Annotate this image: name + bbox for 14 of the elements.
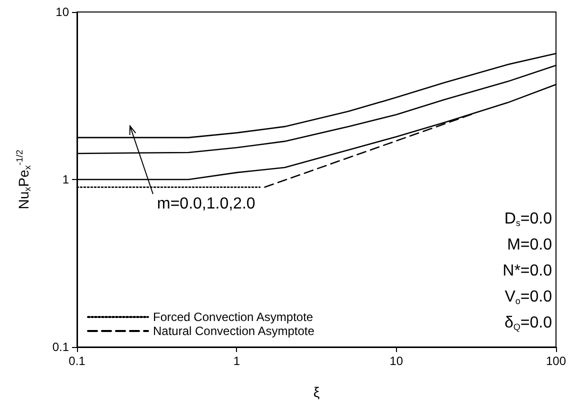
annotation: M=0.0 (507, 236, 552, 254)
legend-label: Forced Convection Asymptote (153, 310, 314, 324)
legend-label: Natural Convection Asymptote (153, 324, 315, 338)
y-tick-label: 10 (56, 5, 70, 19)
annotation: m=0.0,1.0,2.0 (157, 196, 256, 212)
y-tick-label: 1 (62, 172, 70, 186)
x-axis-title: ξ (313, 384, 320, 400)
x-tick-label: 0.1 (68, 354, 86, 368)
y-tick-label: 0.1 (52, 340, 70, 354)
x-tick-label: 100 (546, 354, 566, 368)
x-tick-label: 1 (233, 354, 240, 368)
annotation: N*=0.0 (502, 262, 552, 280)
y-axis-title: NuxPex-1/2 (14, 150, 32, 210)
x-tick-label: 10 (390, 354, 404, 368)
